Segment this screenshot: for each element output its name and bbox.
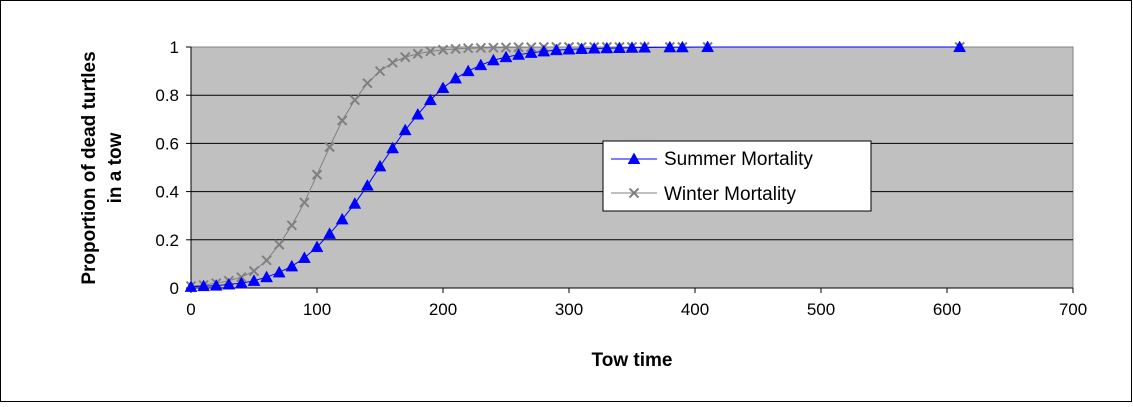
data-point-summer xyxy=(953,40,967,53)
x-tick-label: 400 xyxy=(681,300,709,319)
data-point-winter xyxy=(500,42,512,53)
data-point-winter xyxy=(450,43,461,55)
data-point-winter xyxy=(248,265,260,277)
y-tick-label: 0 xyxy=(170,279,179,298)
data-point-summer xyxy=(449,71,463,84)
data-point-winter xyxy=(324,141,335,153)
data-point-winter xyxy=(488,42,499,53)
data-point-summer xyxy=(575,42,589,54)
data-point-summer xyxy=(247,274,261,286)
data-point-summer xyxy=(549,43,563,56)
data-point-winter xyxy=(437,44,449,56)
y-tick-label: 0.6 xyxy=(155,134,179,153)
x-tick-label: 200 xyxy=(429,300,457,319)
data-point-summer xyxy=(323,227,337,239)
data-point-summer xyxy=(625,41,639,53)
data-point-summer xyxy=(638,40,652,53)
data-point-summer xyxy=(297,251,311,263)
legend-marker-winter xyxy=(628,187,640,199)
data-point-summer xyxy=(272,265,286,278)
data-point-summer xyxy=(474,58,488,71)
data-point-winter xyxy=(261,255,272,266)
axes: 0 0.2 0.4 0.6 0.8 1 0 100 200 300 400 500 600 700 xyxy=(155,38,1087,319)
data-point-winter xyxy=(425,46,436,57)
data-point-summer xyxy=(209,279,223,291)
y-axis-title-line-2: in a tow xyxy=(105,132,126,203)
series-layer xyxy=(184,40,967,292)
data-point-summer xyxy=(436,81,450,94)
x-tick-label: 100 xyxy=(303,300,331,319)
data-point-winter xyxy=(273,239,285,250)
data-point-summer xyxy=(675,40,689,53)
x-axis-title: Tow time xyxy=(592,350,673,371)
data-point-summer xyxy=(461,64,475,77)
x-tick-label: 300 xyxy=(555,300,583,319)
data-point-winter xyxy=(475,42,487,54)
data-point-summer xyxy=(386,141,400,154)
y-tick-label: 0.8 xyxy=(155,86,179,105)
x-tick-label: 500 xyxy=(807,300,835,319)
data-point-summer xyxy=(335,212,349,225)
data-point-winter xyxy=(513,42,524,53)
data-point-winter xyxy=(286,220,298,231)
x-tick-label: 700 xyxy=(1059,300,1087,319)
data-point-winter xyxy=(462,42,474,54)
data-point-summer xyxy=(411,107,425,120)
data-point-summer xyxy=(486,53,500,66)
data-point-summer xyxy=(524,46,538,58)
data-point-winter xyxy=(311,169,323,180)
data-point-summer xyxy=(423,93,437,106)
x-tick-label: 600 xyxy=(933,300,961,319)
data-point-summer xyxy=(348,197,362,209)
data-point-summer xyxy=(499,50,513,63)
data-point-summer xyxy=(587,41,601,54)
data-point-summer xyxy=(197,279,211,292)
data-point-summer xyxy=(285,259,299,272)
data-point-summer xyxy=(537,44,551,57)
legend-box xyxy=(602,140,872,212)
data-point-summer xyxy=(562,42,576,55)
data-point-winter xyxy=(336,115,348,126)
data-point-winter xyxy=(399,51,411,63)
data-point-summer xyxy=(398,123,412,136)
y-tick-label: 0.4 xyxy=(155,183,179,202)
data-point-winter xyxy=(349,94,361,106)
legend: Summer Mortality Winter Mortality xyxy=(602,140,872,212)
data-point-summer xyxy=(612,41,626,54)
data-point-summer xyxy=(310,240,324,253)
y-tick-label: 1 xyxy=(170,38,179,57)
data-point-summer xyxy=(360,179,374,191)
x-tick-label: 0 xyxy=(186,300,195,319)
y-tick-label: 0.2 xyxy=(155,231,179,250)
data-point-summer xyxy=(260,270,274,283)
legend-marker-summer xyxy=(627,152,641,165)
data-point-summer xyxy=(600,41,614,54)
data-point-summer xyxy=(512,48,526,60)
legend-markers xyxy=(611,152,657,199)
y-axis-title-line-1: Proportion of dead turtles xyxy=(79,51,100,284)
legend-label-winter: Winter Mortality xyxy=(664,184,796,205)
data-point-winter xyxy=(412,48,424,59)
data-point-summer xyxy=(701,40,715,53)
data-point-summer xyxy=(373,159,387,172)
legend-label-summer: Summer Mortality xyxy=(664,149,813,170)
data-point-winter xyxy=(299,197,310,208)
series-summer xyxy=(184,40,967,292)
data-point-winter xyxy=(374,65,386,77)
data-point-summer xyxy=(234,276,248,289)
data-point-summer xyxy=(663,40,677,53)
data-point-summer xyxy=(184,280,198,292)
data-point-winter xyxy=(387,57,398,68)
data-point-summer xyxy=(222,277,236,290)
data-point-winter xyxy=(362,77,373,89)
